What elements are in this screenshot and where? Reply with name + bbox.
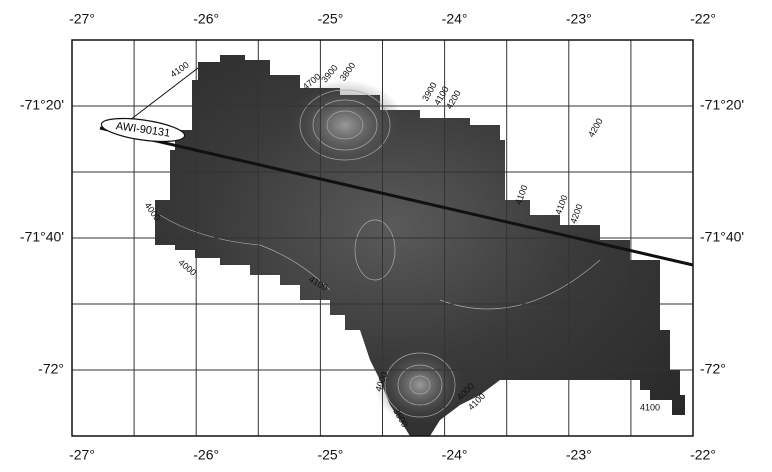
profile-connector bbox=[130, 68, 198, 120]
contour-label: 4200 bbox=[568, 203, 584, 225]
longitude-label: -22° bbox=[690, 447, 716, 463]
longitude-label: -24° bbox=[442, 11, 468, 27]
contour-label: 4000 bbox=[177, 257, 199, 278]
latitude-label: -71°40' bbox=[20, 229, 64, 245]
latitude-label: -71°40' bbox=[700, 229, 744, 245]
longitude-label: -25° bbox=[317, 447, 343, 463]
map: AWI-90131 -27°-27°-26°-26°-25°-25°-24°-2… bbox=[0, 0, 772, 472]
longitude-label: -22° bbox=[690, 11, 716, 27]
longitude-label: -27° bbox=[69, 11, 95, 27]
contour-label: 4100 bbox=[553, 194, 569, 216]
contour-label: 4100 bbox=[640, 402, 660, 412]
seamount-shading bbox=[375, 345, 465, 425]
latitude-label: -71°20' bbox=[700, 97, 744, 113]
longitude-label: -27° bbox=[69, 447, 95, 463]
contour-label: 4200 bbox=[586, 117, 605, 139]
latitude-label: -71°20' bbox=[20, 97, 64, 113]
seamount-shading bbox=[285, 80, 405, 170]
longitude-label: -26° bbox=[193, 447, 219, 463]
latitude-label: -72° bbox=[700, 361, 726, 377]
longitude-label: -26° bbox=[193, 11, 219, 27]
contour-label: 3800 bbox=[338, 61, 358, 83]
longitude-label: -24° bbox=[442, 447, 468, 463]
longitude-label: -23° bbox=[566, 11, 592, 27]
longitude-label: -25° bbox=[317, 11, 343, 27]
longitude-label: -23° bbox=[566, 447, 592, 463]
latitude-label: -72° bbox=[38, 361, 64, 377]
